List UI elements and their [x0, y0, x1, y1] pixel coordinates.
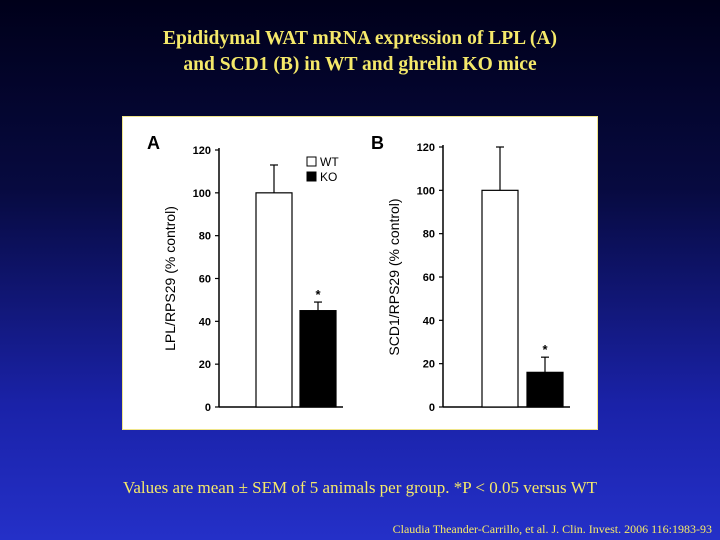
y-tick-label: 0: [205, 402, 211, 414]
bar-wt: [255, 192, 293, 408]
significance-marker: *: [315, 287, 321, 302]
y-tick-label: 120: [417, 142, 435, 154]
footnote: Values are mean ± SEM of 5 animals per g…: [122, 478, 598, 497]
y-tick-label: 0: [429, 402, 435, 414]
y-tick-label: 80: [199, 231, 211, 243]
title-line-2: and SCD1 (B) in WT and ghrelin KO mice: [183, 54, 537, 75]
slide-title: Epididymal WAT mRNA expression of LPL (A…: [0, 26, 720, 78]
y-tick-label: 20: [423, 359, 435, 371]
y-tick-label: 60: [199, 274, 211, 286]
bar-wt: [481, 189, 519, 408]
y-tick-label: 40: [199, 316, 211, 328]
legend-label: WT: [320, 155, 339, 169]
y-tick-label: 100: [193, 188, 211, 200]
legend-label: KO: [320, 170, 337, 184]
panel-label: A: [147, 133, 160, 153]
title-line-1: Epididymal WAT mRNA expression of LPL (A…: [162, 28, 558, 49]
citation: Claudia Theander-Carrillo, et al. J. Cli…: [392, 522, 712, 536]
bar-ko: [526, 371, 564, 408]
significance-marker: *: [542, 342, 548, 357]
y-axis-label: LPL/RPS29 (% control): [162, 206, 178, 351]
y-tick-label: 120: [193, 145, 211, 157]
bar-charts: A 0 20 40 60 80 100 120 LPL/RPS29 (% control) * WT…: [147, 133, 570, 414]
y-tick-label: 100: [417, 185, 435, 197]
y-tick-label: 20: [199, 359, 211, 371]
figure-panel: A 0 20 40 60 80 100 120 LPL/RPS29 (% control) * WT…: [122, 116, 598, 430]
y-axis-label: SCD1/RPS29 (% control): [386, 198, 402, 355]
y-tick-label: 80: [423, 229, 435, 241]
legend-swatch-ko: [306, 171, 317, 182]
bar-ko: [299, 310, 337, 408]
y-tick-label: 60: [423, 272, 435, 284]
panel-label: B: [371, 133, 384, 153]
legend-swatch-wt: [306, 156, 317, 167]
y-tick-label: 40: [423, 315, 435, 327]
